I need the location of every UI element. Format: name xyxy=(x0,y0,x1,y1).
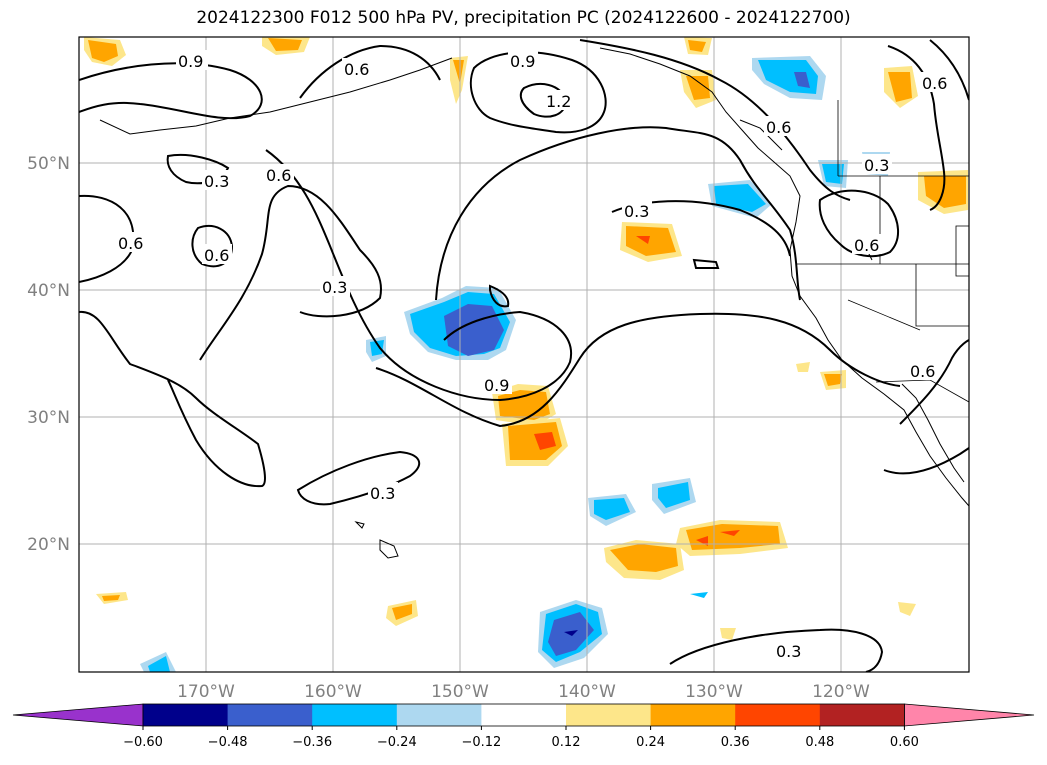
lat-label: 20°N xyxy=(27,535,70,555)
lat-label: 40°N xyxy=(27,281,70,301)
colorbar-segment xyxy=(396,704,482,726)
colorbar-extend-low xyxy=(12,703,144,727)
lon-label: 140°W xyxy=(558,682,616,702)
contour-label: 0.3 xyxy=(204,172,229,191)
contour-label: 0.3 xyxy=(370,484,395,503)
colorbar-tick-label: 0.48 xyxy=(805,735,834,750)
negative-precip-areas xyxy=(140,56,890,672)
colorbar-segment xyxy=(481,704,567,726)
contour-label: 0.3 xyxy=(322,278,347,297)
lat-label: 30°N xyxy=(27,408,70,428)
lat-label: 50°N xyxy=(27,154,70,174)
colorbar-extend-high xyxy=(904,703,1035,727)
contour-label: 0.6 xyxy=(344,60,369,79)
lon-label: 150°W xyxy=(431,682,489,702)
contour-label: 0.9 xyxy=(510,52,535,71)
colorbar-segment xyxy=(819,704,905,726)
colorbar-tick-label: −0.12 xyxy=(461,735,501,750)
lon-label: 160°W xyxy=(304,682,362,702)
colorbar-tick-label: 0.36 xyxy=(721,735,750,750)
colorbar-tick-label: 0.12 xyxy=(552,735,581,750)
map-area xyxy=(79,37,969,672)
latitude-labels: 50°N 40°N 30°N 20°N xyxy=(27,154,70,555)
contour-labels: 0.9 0.6 0.9 1.2 0.6 0.3 0.6 0.6 0.6 0.3 … xyxy=(116,50,950,661)
colorbar-tick-label: 0.24 xyxy=(636,735,665,750)
lon-label: 170°W xyxy=(177,682,235,702)
borders xyxy=(796,100,969,403)
contour-label: 0.6 xyxy=(266,166,291,185)
colorbar-segment xyxy=(227,704,313,726)
contour-label: 0.6 xyxy=(766,118,791,137)
longitude-labels: 170°W 160°W 150°W 140°W 130°W 120°W xyxy=(177,682,870,702)
contour-label: 0.3 xyxy=(776,642,801,661)
colorbar-segment xyxy=(650,704,736,726)
contour-label: 0.6 xyxy=(854,236,879,255)
colorbar: −0.60 −0.48 −0.36 −0.24 −0.12 0.12 0.24 0.36 0.4… xyxy=(12,703,1035,750)
colorbar-segment xyxy=(143,704,229,726)
colorbar-segment xyxy=(312,704,398,726)
colorbar-tick-label: −0.24 xyxy=(377,735,417,750)
contour-label: 0.6 xyxy=(910,362,935,381)
lon-label: 120°W xyxy=(812,682,870,702)
lon-label: 130°W xyxy=(685,682,743,702)
colorbar-tick-label: −0.48 xyxy=(208,735,248,750)
contour-label: 0.3 xyxy=(864,156,889,175)
colorbar-tick-label: −0.36 xyxy=(292,735,332,750)
colorbar-segment xyxy=(566,704,652,726)
precip-shading xyxy=(84,37,968,672)
contour-label: 0.9 xyxy=(484,376,509,395)
contour-label: 0.6 xyxy=(204,246,229,265)
colorbar-tick-label: −0.60 xyxy=(123,735,163,750)
colorbar-outline xyxy=(142,703,905,727)
contour-label: 0.9 xyxy=(178,52,203,71)
positive-precip-areas xyxy=(84,37,968,640)
contour-label: 0.6 xyxy=(118,234,143,253)
contour-label: 1.2 xyxy=(546,92,571,111)
contour-label: 0.3 xyxy=(624,202,649,221)
map-border xyxy=(78,36,970,673)
colorbar-tick-label: 0.60 xyxy=(890,735,919,750)
contour-label: 0.6 xyxy=(922,74,947,93)
map-title: 2024122300 F012 500 hPa PV, precipitatio… xyxy=(196,8,851,28)
graticule xyxy=(79,37,969,672)
colorbar-segment xyxy=(735,704,821,726)
